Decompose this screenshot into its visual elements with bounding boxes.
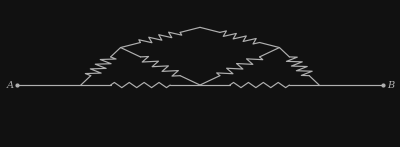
- Text: B: B: [387, 81, 394, 90]
- Text: A: A: [6, 81, 13, 90]
